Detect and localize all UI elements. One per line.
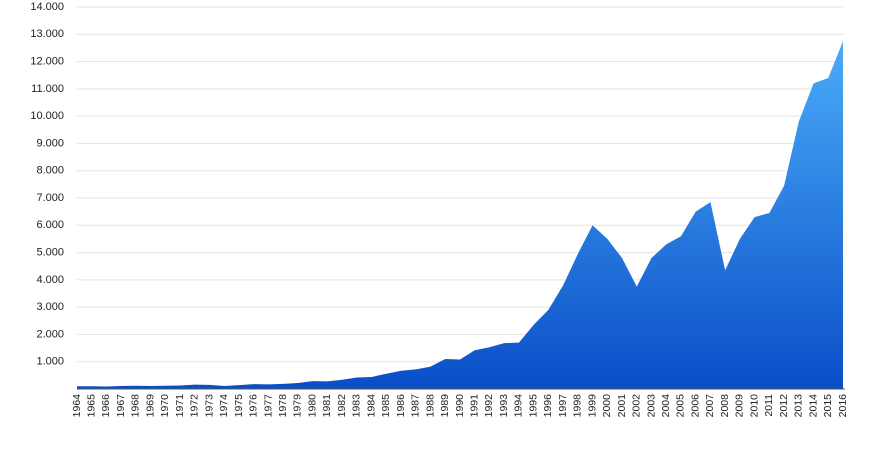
x-tick-label: 1985 (380, 394, 392, 418)
x-tick-label: 1984 (365, 394, 377, 418)
x-tick-label: 1972 (189, 394, 201, 418)
y-tick-label: 14.000 (30, 1, 64, 13)
x-tick-label: 2008 (719, 394, 731, 418)
area (77, 41, 843, 389)
x-tick-label: 1997 (557, 394, 569, 418)
y-tick-label: 4.000 (36, 274, 64, 286)
x-tick-label: 1980 (306, 394, 318, 418)
x-tick-label: 1999 (586, 394, 598, 418)
y-tick-label: 8.000 (36, 165, 64, 177)
x-tick-label: 1988 (424, 394, 436, 418)
x-tick-label: 1978 (277, 394, 289, 418)
y-tick-label: 11.000 (31, 83, 64, 95)
y-tick-label: 2.000 (36, 328, 64, 340)
x-tick-label: 1998 (572, 394, 584, 418)
y-tick-label: 10.000 (30, 110, 64, 122)
x-tick-label: 2015 (822, 394, 834, 418)
x-tick-label: 1967 (115, 394, 127, 418)
x-tick-label: 1987 (410, 394, 422, 418)
x-tick-label: 1994 (513, 394, 525, 418)
x-tick-label: 1966 (100, 394, 112, 418)
x-tick-label: 1979 (292, 394, 304, 418)
y-tick-label: 9.000 (36, 137, 64, 149)
y-tick-label: 1.000 (36, 356, 64, 368)
x-tick-label: 1970 (159, 394, 171, 418)
x-tick-label: 1965 (86, 394, 98, 418)
x-tick-label: 1973 (203, 394, 215, 418)
y-tick-label: 5.000 (36, 246, 64, 258)
x-tick-label: 2010 (748, 394, 760, 418)
y-tick-label: 6.000 (36, 219, 64, 231)
x-tick-label: 1977 (262, 394, 274, 418)
x-tick-label: 1983 (351, 394, 363, 418)
x-tick-label: 2006 (689, 394, 701, 418)
x-tick-label: 2002 (631, 394, 643, 418)
x-tick-label: 1971 (174, 394, 186, 418)
x-tick-label: 1990 (454, 394, 466, 418)
x-tick-label: 2005 (675, 394, 687, 418)
x-tick-label: 2000 (601, 394, 613, 418)
x-tick-label: 2013 (793, 394, 805, 418)
x-tick-label: 1964 (71, 394, 83, 418)
x-tick-label: 1986 (395, 394, 407, 418)
x-tick-label: 1975 (233, 394, 245, 418)
y-tick-label: 3.000 (36, 301, 64, 313)
x-tick-label: 1976 (248, 394, 260, 418)
x-tick-label: 2001 (616, 394, 628, 418)
x-tick-label: 1982 (336, 394, 348, 418)
x-tick-label: 2009 (734, 394, 746, 418)
y-tick-label: 13.000 (30, 28, 64, 40)
x-tick-label: 1981 (321, 394, 333, 418)
x-tick-label: 2003 (645, 394, 657, 418)
x-tick-label: 1996 (542, 394, 554, 418)
x-tick-label: 2011 (763, 394, 775, 417)
x-tick-label: 1968 (130, 394, 142, 418)
x-tick-label: 1969 (144, 394, 156, 418)
x-tick-label: 2016 (837, 394, 849, 418)
x-tick-label: 1991 (469, 394, 481, 418)
x-tick-label: 1974 (218, 394, 230, 418)
x-tick-label: 1993 (498, 394, 510, 418)
y-tick-label: 7.000 (36, 192, 64, 204)
x-tick-label: 1995 (527, 394, 539, 418)
x-tick-label: 2012 (778, 394, 790, 418)
y-tick-label: 12.000 (30, 55, 64, 67)
x-tick-label: 2007 (704, 394, 716, 418)
x-tick-label: 2014 (807, 394, 819, 418)
x-tick-label: 1992 (483, 394, 495, 418)
x-tick-label: 2004 (660, 394, 672, 418)
x-tick-label: 1989 (439, 394, 451, 418)
